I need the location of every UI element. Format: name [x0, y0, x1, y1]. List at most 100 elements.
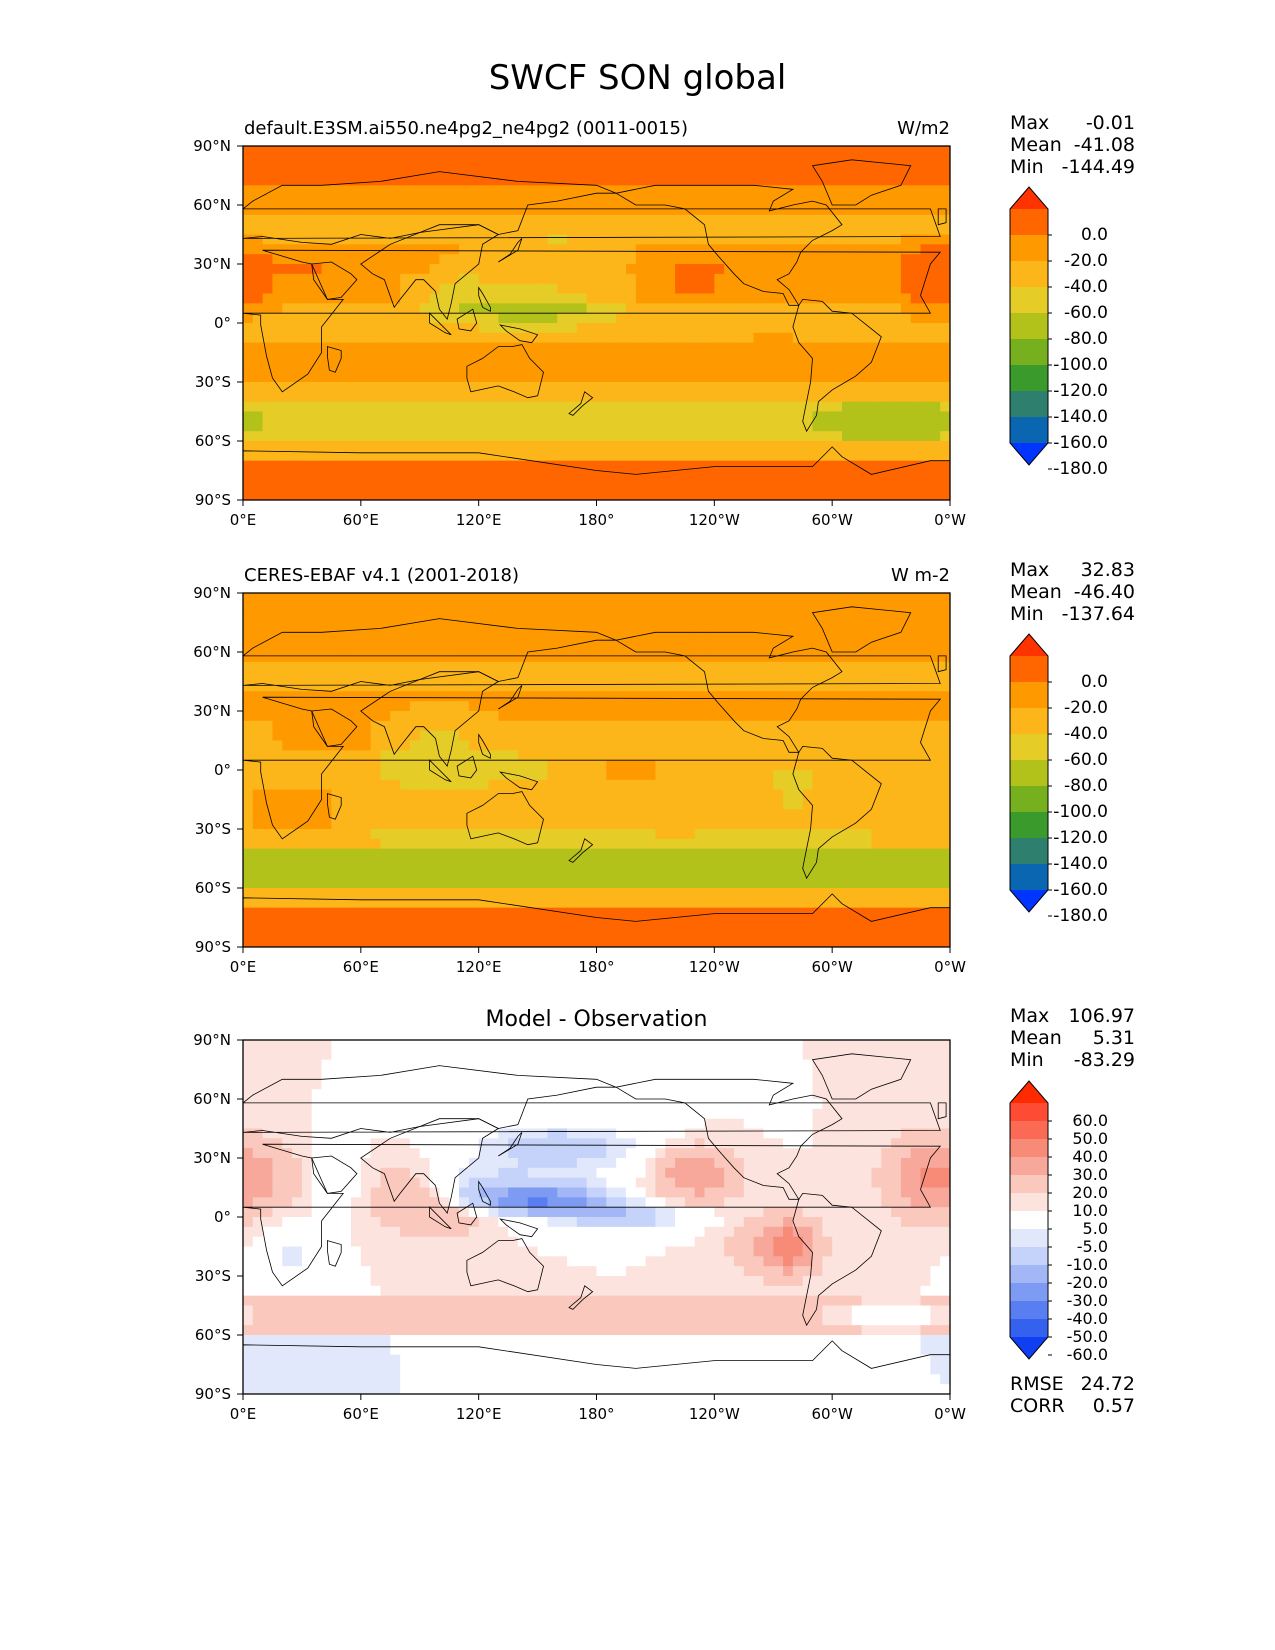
field-cell: [714, 254, 725, 265]
field-cell: [498, 205, 509, 216]
field-cell: [704, 283, 715, 295]
field-cell: [409, 490, 421, 500]
field-cell: [763, 490, 774, 500]
field-cell: [380, 165, 391, 177]
field-cell: [547, 661, 558, 673]
field-cell: [537, 391, 548, 403]
field-cell: [557, 155, 568, 167]
field-cell: [645, 819, 657, 830]
field-cell: [881, 421, 892, 432]
field-cell: [243, 441, 254, 452]
field-cell: [390, 740, 401, 751]
field-cell: [645, 293, 657, 304]
field-cell: [557, 273, 568, 285]
field-cell: [675, 711, 686, 722]
field-cell: [675, 720, 686, 732]
field-cell: [812, 661, 823, 673]
field-cell: [910, 779, 922, 791]
field-cell: [459, 273, 470, 285]
field-cell: [655, 283, 666, 295]
field-cell: [900, 293, 912, 304]
field-cell: [429, 711, 440, 722]
field-cell: [841, 750, 853, 761]
field-cell: [292, 264, 303, 275]
field-cell: [792, 819, 804, 830]
field-cell: [655, 323, 666, 334]
field-cell: [301, 264, 313, 275]
field-cell: [606, 450, 617, 462]
field-cell: [508, 652, 519, 663]
field-cell: [891, 671, 902, 683]
field-cell: [900, 401, 912, 413]
field-cell: [341, 661, 352, 673]
field-cell: [812, 460, 823, 472]
field-cell: [243, 711, 254, 722]
field-cell: [625, 264, 637, 275]
field-cell: [773, 264, 784, 275]
field-cell: [351, 691, 362, 702]
field-cell: [419, 283, 431, 295]
field-cell: [243, 372, 254, 383]
field-cell: [409, 681, 421, 692]
field-cell: [625, 401, 637, 413]
field-cell: [684, 720, 696, 732]
field-cell: [871, 897, 882, 909]
field-cell: [773, 441, 784, 452]
field-cell: [468, 907, 480, 919]
field-cell: [449, 848, 460, 860]
field-cell: [763, 809, 774, 820]
field-cell: [380, 234, 391, 245]
field-cell: [841, 421, 853, 432]
field-cell: [881, 264, 892, 275]
field-cell: [714, 401, 725, 413]
field-cell: [478, 313, 490, 324]
field-cell: [940, 642, 950, 653]
field-cell: [390, 779, 401, 791]
field-cell: [645, 760, 657, 771]
field-cell: [616, 829, 627, 840]
field-cell: [459, 789, 470, 801]
field-cell: [537, 146, 548, 157]
field-cell: [940, 303, 950, 314]
field-cell: [498, 711, 509, 722]
field-cell: [567, 691, 578, 702]
field-cell: [832, 372, 843, 383]
field-cell: [351, 612, 362, 624]
field-cell: [773, 214, 784, 226]
field-cell: [910, 254, 922, 265]
field-cell: [812, 490, 823, 500]
field-cell: [390, 441, 401, 452]
field-cell: [694, 720, 706, 732]
field-cell: [586, 858, 598, 869]
field-cell: [792, 470, 804, 481]
field-cell: [645, 332, 657, 344]
field-cell: [655, 770, 666, 781]
field-cell: [822, 431, 833, 442]
field-cell: [773, 205, 784, 216]
field-cell: [380, 888, 391, 899]
field-cell: [655, 224, 666, 236]
field-cell: [321, 313, 332, 324]
field-cell: [753, 602, 765, 614]
field-cell: [694, 819, 706, 830]
field-cell: [881, 770, 892, 781]
field-cell: [243, 313, 254, 324]
field-cell: [684, 185, 696, 196]
field-cell: [743, 450, 755, 462]
field-cell: [920, 789, 931, 801]
field-cell: [488, 720, 499, 732]
field-cell: [714, 234, 725, 245]
field-cell: [851, 234, 863, 245]
field-cell: [292, 632, 303, 643]
field-cell: [243, 470, 254, 481]
field-cell: [753, 352, 765, 363]
field-cell: [871, 175, 882, 186]
field-cell: [665, 711, 676, 722]
field-cell: [675, 146, 686, 157]
field-cell: [449, 460, 460, 472]
field-cell: [331, 313, 342, 324]
field-cell: [252, 234, 264, 245]
field-cell: [684, 858, 696, 869]
field-cell: [625, 652, 637, 663]
field-cell: [527, 323, 539, 334]
